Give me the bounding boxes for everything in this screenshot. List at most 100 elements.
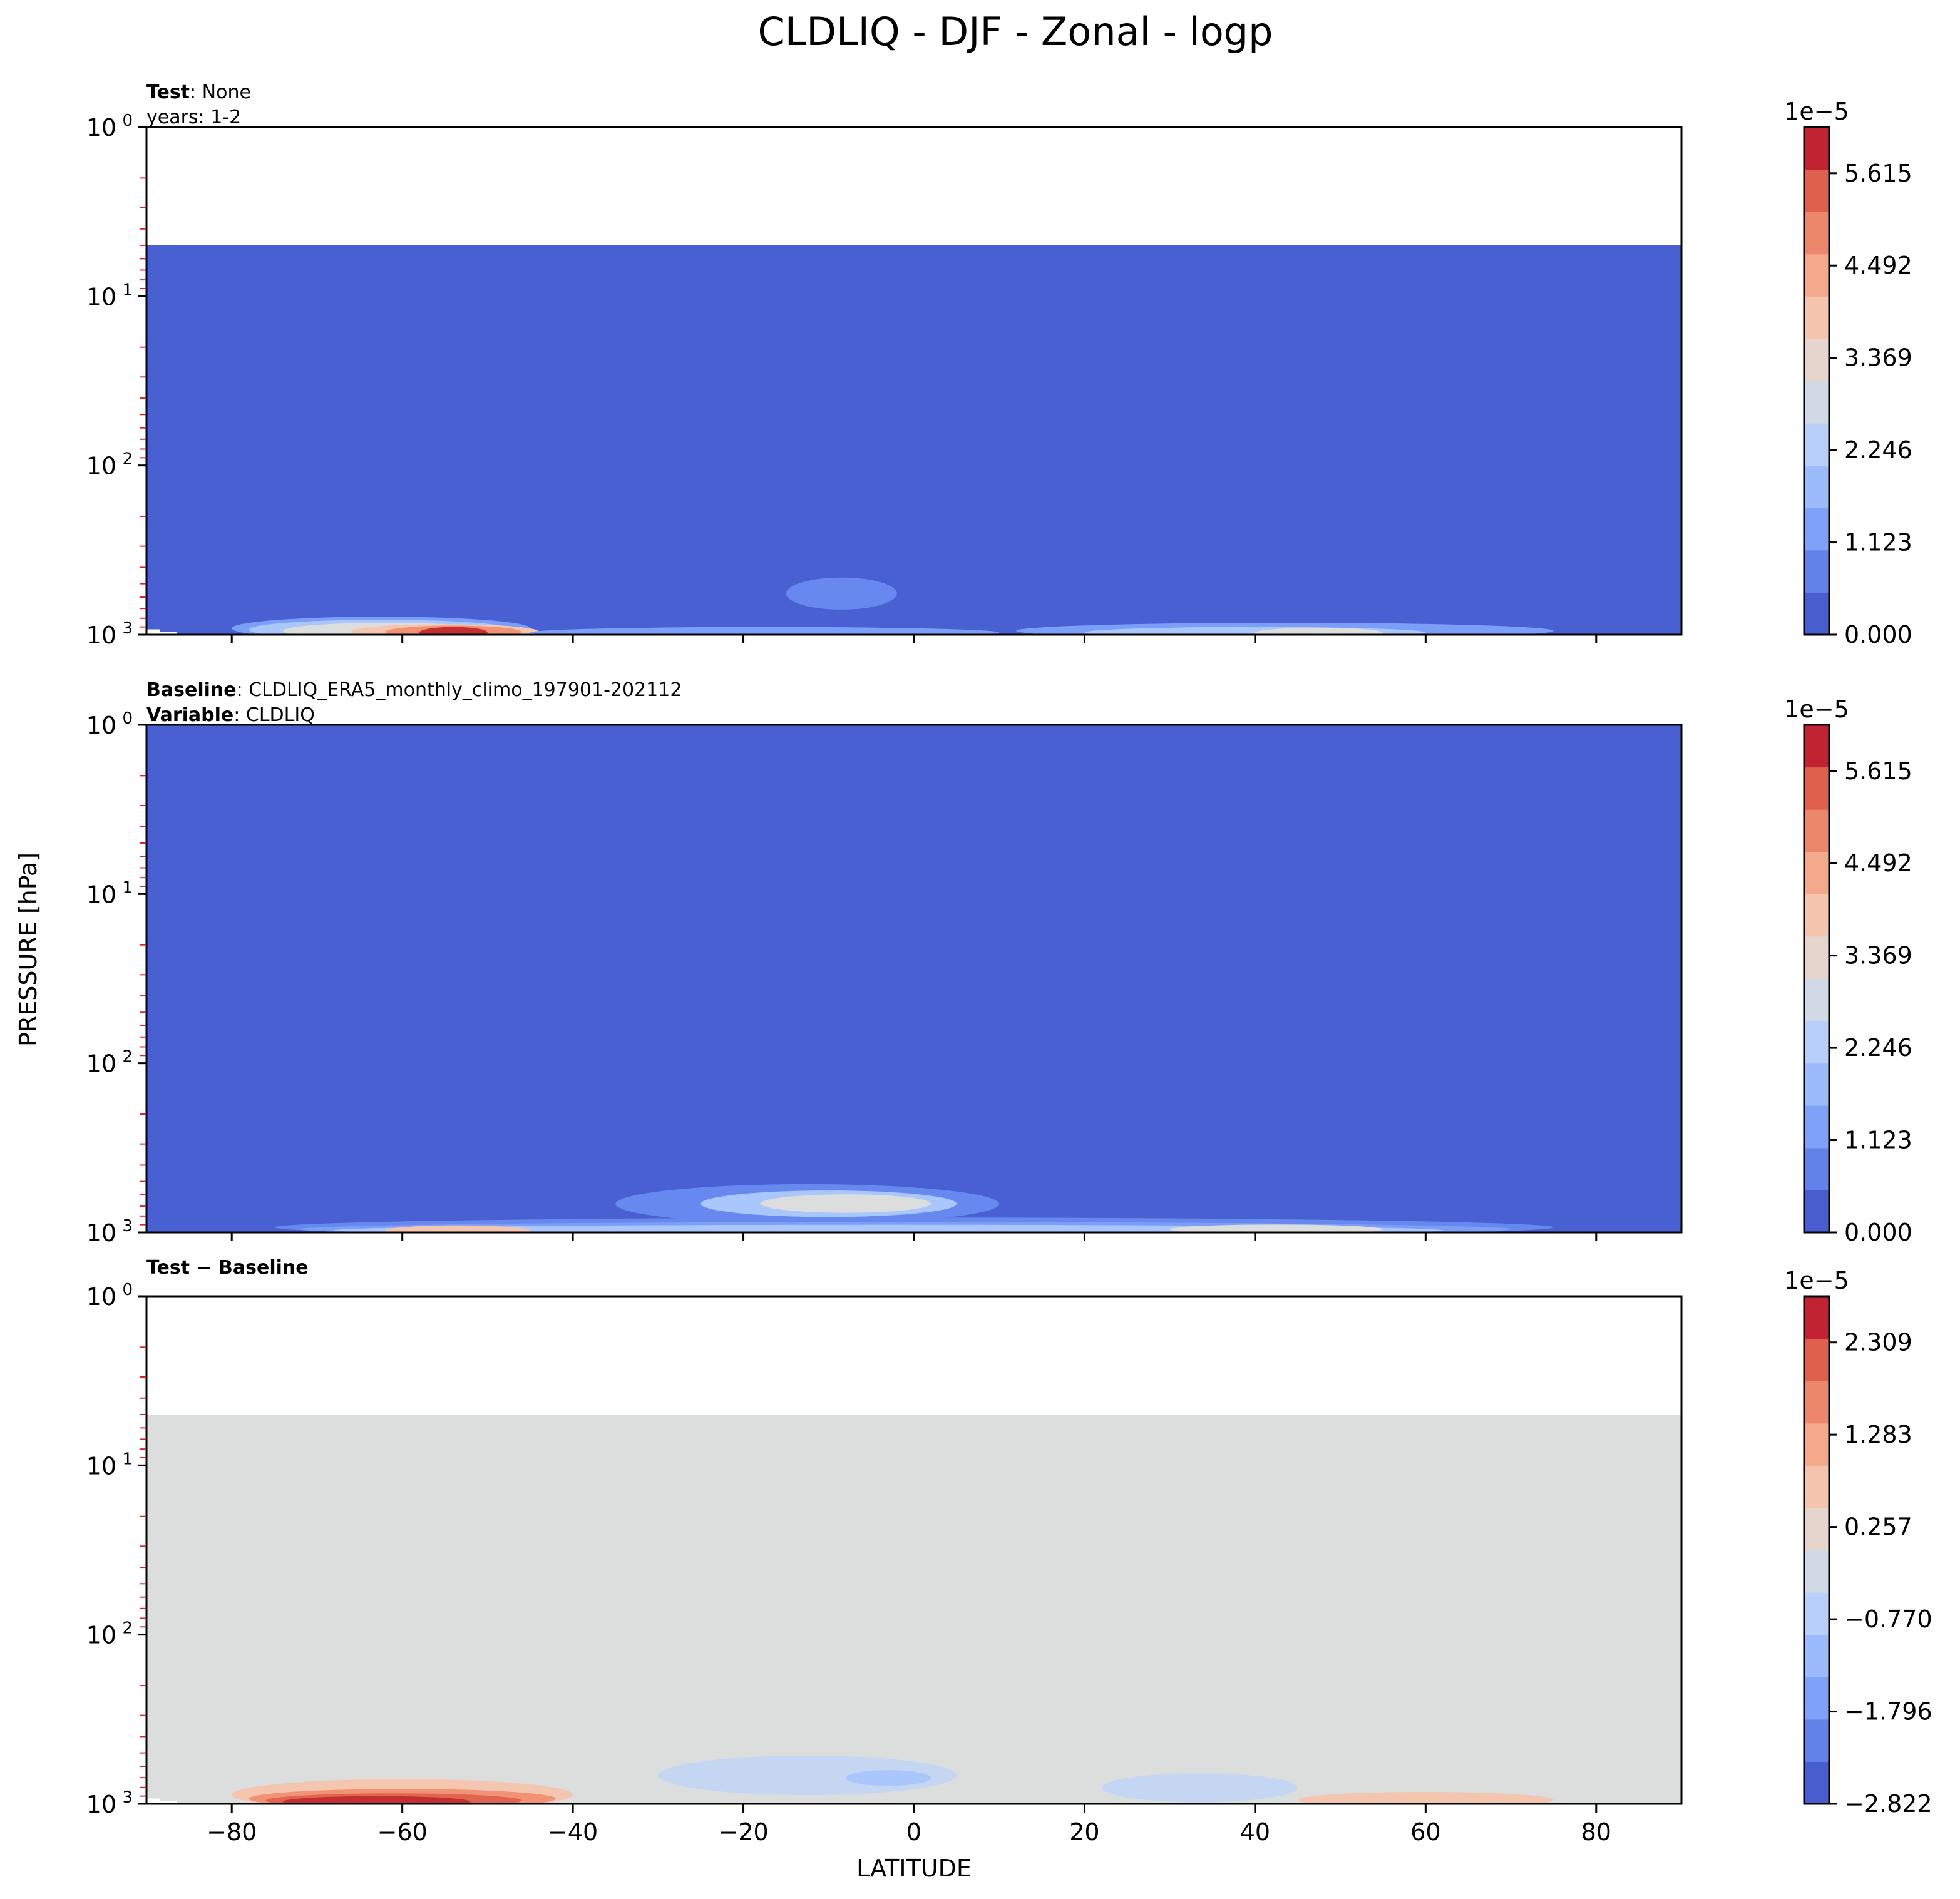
y-tick-label: 10 — [86, 1219, 116, 1247]
y-tick-label: 10 — [86, 114, 116, 141]
x-tick-label: 80 — [1581, 1818, 1611, 1846]
colorbar-tick-label: 0.000 — [1844, 621, 1912, 648]
x-axis-label: LATITUDE — [856, 1855, 972, 1882]
colorbar-tick-label: 4.492 — [1844, 252, 1912, 279]
panel-header-value: years: 1-2 — [146, 106, 241, 128]
y-tick-exponent: 3 — [122, 619, 133, 638]
missing-data-region — [146, 629, 177, 635]
colorbar-tick-label: −2.822 — [1844, 1790, 1932, 1818]
colorbar-level — [1804, 508, 1829, 551]
y-tick-exponent: 0 — [122, 709, 133, 728]
panel-header-line: Test − Baseline — [146, 1257, 309, 1279]
x-tick-label: −40 — [548, 1818, 598, 1846]
colorbar-tick-label: 3.369 — [1844, 942, 1912, 970]
contour-feature — [334, 1224, 1443, 1232]
colorbar-tick-label: 4.492 — [1844, 849, 1912, 877]
contour-feature — [760, 1194, 931, 1213]
y-tick-exponent: 2 — [122, 450, 133, 469]
colorbar-level — [1804, 592, 1829, 635]
y-tick-label: 10 — [86, 622, 116, 649]
colorbar-level — [1804, 809, 1829, 852]
colorbar-level — [1804, 127, 1829, 170]
colorbar-frame — [1803, 1295, 1830, 1805]
y-tick-base: 10 — [86, 114, 116, 141]
colorbar-level — [1804, 212, 1829, 255]
colorbar-level — [1804, 767, 1829, 810]
y-tick-exponent: 0 — [122, 111, 133, 130]
contour-feature — [1169, 1224, 1383, 1232]
colorbar-level — [1804, 1507, 1829, 1550]
y-tick-base: 10 — [86, 622, 116, 649]
panel-header-line: years: 1-2 — [146, 106, 241, 128]
y-tick-base: 10 — [86, 881, 116, 908]
colorbar-tick-label: 2.246 — [1844, 436, 1912, 464]
colorbar-level — [1804, 851, 1829, 894]
panel-header-key: Variable — [146, 704, 233, 726]
y-tick-label: 10 — [86, 1791, 116, 1818]
y-tick-label: 10 — [86, 1622, 116, 1649]
colorbar-level — [1804, 1338, 1829, 1381]
colorbar-level — [1804, 1634, 1829, 1677]
colorbar-baseline: 0.000 1.123 2.246 3.369 4.492 5.615 1e−5 — [1784, 695, 1912, 1246]
colorbar-level — [1804, 381, 1829, 424]
colorbar-level — [1804, 550, 1829, 593]
plot-area-diff — [146, 1414, 1681, 1804]
y-tick-base: 10 — [86, 1622, 116, 1649]
colorbar-tick-label: 2.309 — [1844, 1329, 1912, 1356]
contour-feature — [786, 577, 897, 610]
y-tick-base: 10 — [86, 1452, 116, 1480]
colorbar-level — [1804, 1063, 1829, 1106]
y-tick-base: 10 — [86, 1050, 116, 1078]
plot-area-test — [146, 245, 1681, 635]
panel-header-line: Baseline: CLDLIQ_ERA5_monthly_climo_1979… — [146, 679, 682, 701]
colorbar-tick-label: 3.369 — [1844, 344, 1912, 372]
colorbar-tick-label: 0.257 — [1844, 1513, 1912, 1541]
colorbar-level — [1804, 1296, 1829, 1339]
y-tick-exponent: 2 — [122, 1619, 133, 1638]
y-tick-label: 10 — [86, 881, 116, 908]
colorbar-level — [1804, 1719, 1829, 1762]
y-tick-base: 10 — [86, 1791, 116, 1818]
colorbar-level — [1804, 296, 1829, 339]
panel-header-value: : CLDLIQ — [233, 704, 315, 726]
y-tick-label: 10 — [86, 712, 116, 739]
panel-header-line: Test: None — [146, 81, 251, 103]
y-tick-exponent: 3 — [122, 1217, 133, 1236]
contour-feature — [530, 627, 1000, 635]
y-tick-label: 10 — [86, 1050, 116, 1078]
colorbar-level — [1804, 1190, 1829, 1233]
colorbar-level — [1804, 978, 1829, 1021]
panel-header-key: Test − Baseline — [146, 1257, 309, 1279]
x-tick-label: 20 — [1069, 1818, 1099, 1846]
colorbar-tick-label: 2.246 — [1844, 1034, 1912, 1062]
colorbar-level — [1804, 1147, 1829, 1190]
colorbar-level — [1804, 894, 1829, 937]
colorbar-frame — [1803, 126, 1830, 636]
panel-test: 10 0 10 1 10 2 10 3 Test: None years: 1-2 0.000 1.1… — [86, 81, 1912, 649]
colorbar-tick-label: 0.000 — [1844, 1219, 1912, 1246]
contour-feature — [1298, 1791, 1554, 1804]
panel-header-value: : None — [190, 81, 251, 103]
y-tick-label: 10 — [86, 453, 116, 480]
colorbar-multiplier: 1e−5 — [1784, 98, 1849, 125]
y-tick-exponent: 1 — [122, 1450, 133, 1468]
colorbar-tick-label: 5.615 — [1844, 757, 1912, 785]
colorbar-level — [1804, 1381, 1829, 1424]
y-tick-base: 10 — [86, 1283, 116, 1311]
panel-header-value: : CLDLIQ_ERA5_monthly_climo_197901-20211… — [237, 679, 682, 701]
colorbar-tick-label: 1.123 — [1844, 1127, 1912, 1154]
colorbar-tick-label: 1.283 — [1844, 1421, 1912, 1448]
colorbar-tick-label: −0.770 — [1844, 1605, 1932, 1633]
contour-feature — [385, 1225, 530, 1232]
y-tick-base: 10 — [86, 1219, 116, 1247]
y-axis-label: PRESSURE [hPa] — [14, 852, 42, 1047]
contour-feature — [1101, 1773, 1298, 1803]
y-tick-exponent: 1 — [122, 878, 133, 897]
panel-header-key: Baseline — [146, 679, 237, 701]
colorbar-multiplier: 1e−5 — [1784, 1267, 1849, 1294]
colorbar-level — [1804, 936, 1829, 979]
colorbar-level — [1804, 1550, 1829, 1593]
colorbar-tick-label: 1.123 — [1844, 529, 1912, 556]
